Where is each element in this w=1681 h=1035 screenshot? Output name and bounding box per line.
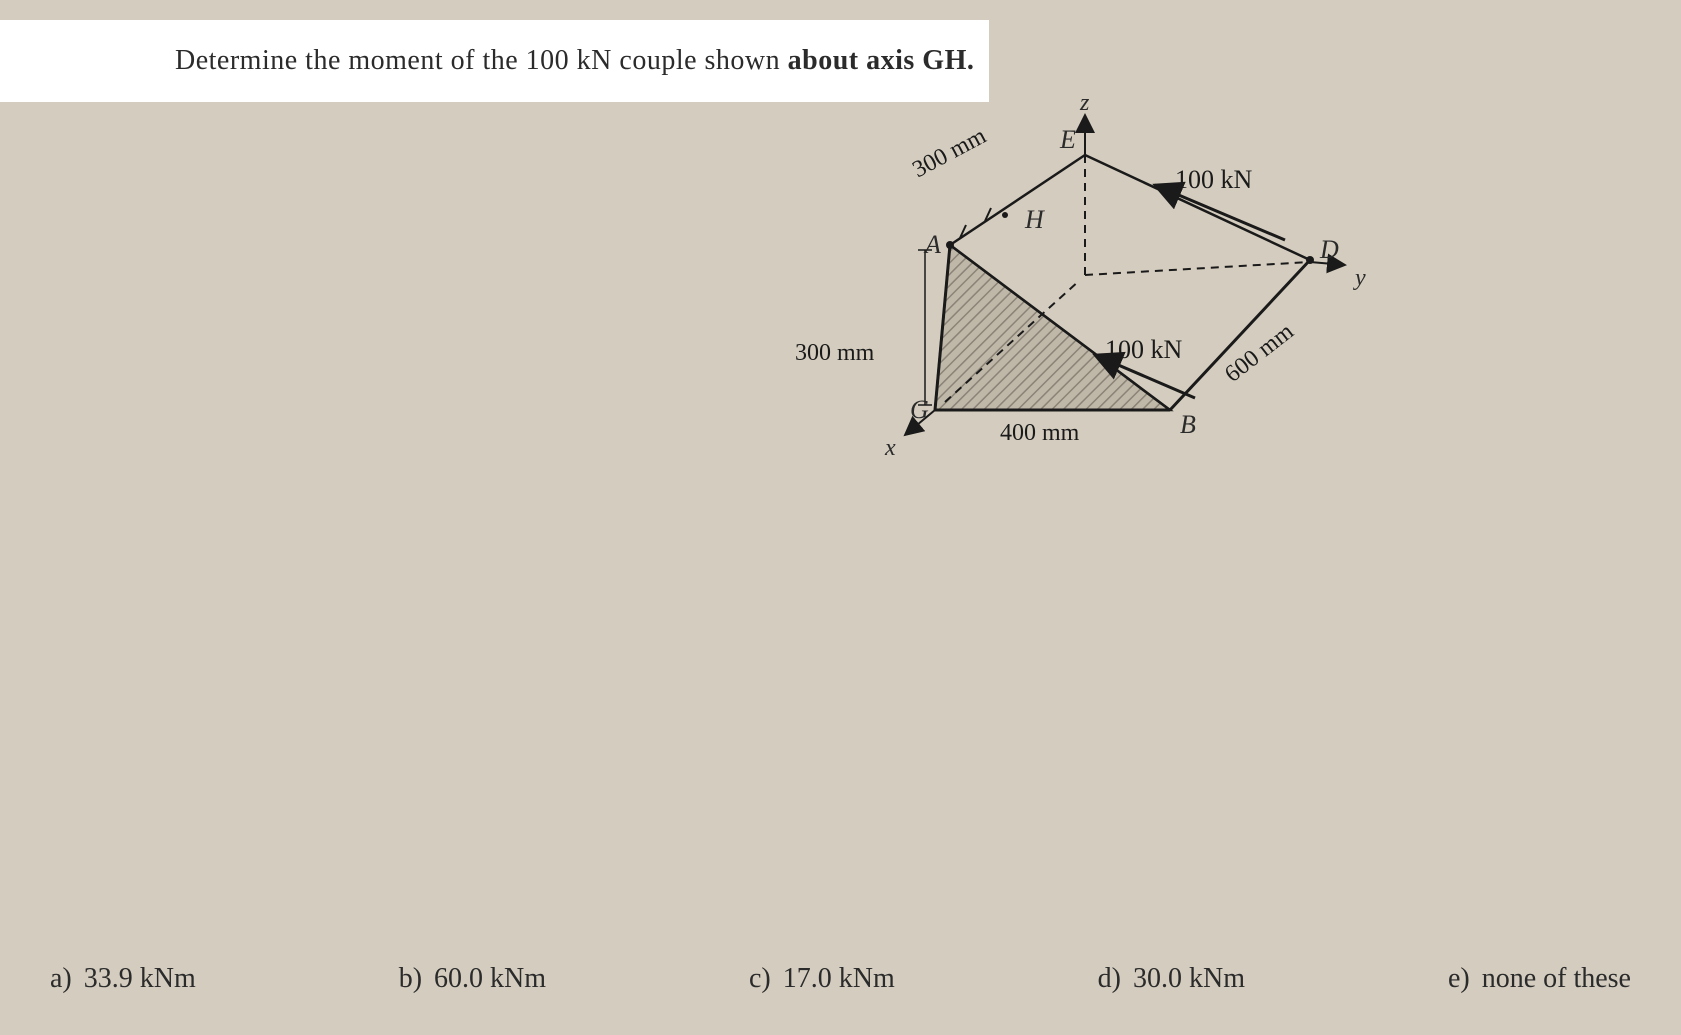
question-prefix: Determine the moment of the 100 kN coupl…	[175, 45, 788, 76]
axis-z-label: z	[1080, 90, 1089, 117]
node-E: E	[1060, 125, 1076, 155]
dim-300-vertical: 300 mm	[795, 340, 874, 367]
load-100-mid: 100 kN	[1105, 335, 1182, 365]
answer-letter: c)	[749, 963, 771, 995]
answer-letter: e)	[1448, 963, 1470, 995]
question-bold: about axis GH.	[788, 45, 975, 76]
answer-value: 30.0 kNm	[1133, 963, 1245, 995]
answer-letter: b)	[399, 963, 422, 995]
node-D: D	[1320, 235, 1339, 265]
answer-letter: a)	[50, 963, 72, 995]
load-100-top: 100 kN	[1175, 165, 1252, 195]
dim-400: 400 mm	[1000, 420, 1079, 447]
node-B: B	[1180, 410, 1196, 440]
answer-e[interactable]: e) none of these	[1448, 963, 1631, 995]
problem-figure: 300 mm 300 mm 400 mm 600 mm 100 kN 100 k…	[830, 110, 1430, 490]
node-A: A	[925, 230, 941, 260]
answer-a[interactable]: a) 33.9 kNm	[50, 963, 196, 995]
node-G: G	[910, 395, 929, 425]
question-text: Determine the moment of the 100 kN coupl…	[0, 20, 989, 102]
answer-b[interactable]: b) 60.0 kNm	[399, 963, 546, 995]
node-H: H	[1025, 205, 1044, 235]
answer-value: 17.0 kNm	[783, 963, 895, 995]
axis-x-label: x	[885, 435, 896, 462]
answers-row: a) 33.9 kNm b) 60.0 kNm c) 17.0 kNm d) 3…	[50, 963, 1631, 995]
answer-d[interactable]: d) 30.0 kNm	[1098, 963, 1245, 995]
answer-value: 33.9 kNm	[84, 963, 196, 995]
answer-c[interactable]: c) 17.0 kNm	[749, 963, 895, 995]
axis-y-label: y	[1355, 265, 1366, 292]
answer-letter: d)	[1098, 963, 1121, 995]
answer-value: 60.0 kNm	[434, 963, 546, 995]
answer-value: none of these	[1482, 963, 1631, 995]
